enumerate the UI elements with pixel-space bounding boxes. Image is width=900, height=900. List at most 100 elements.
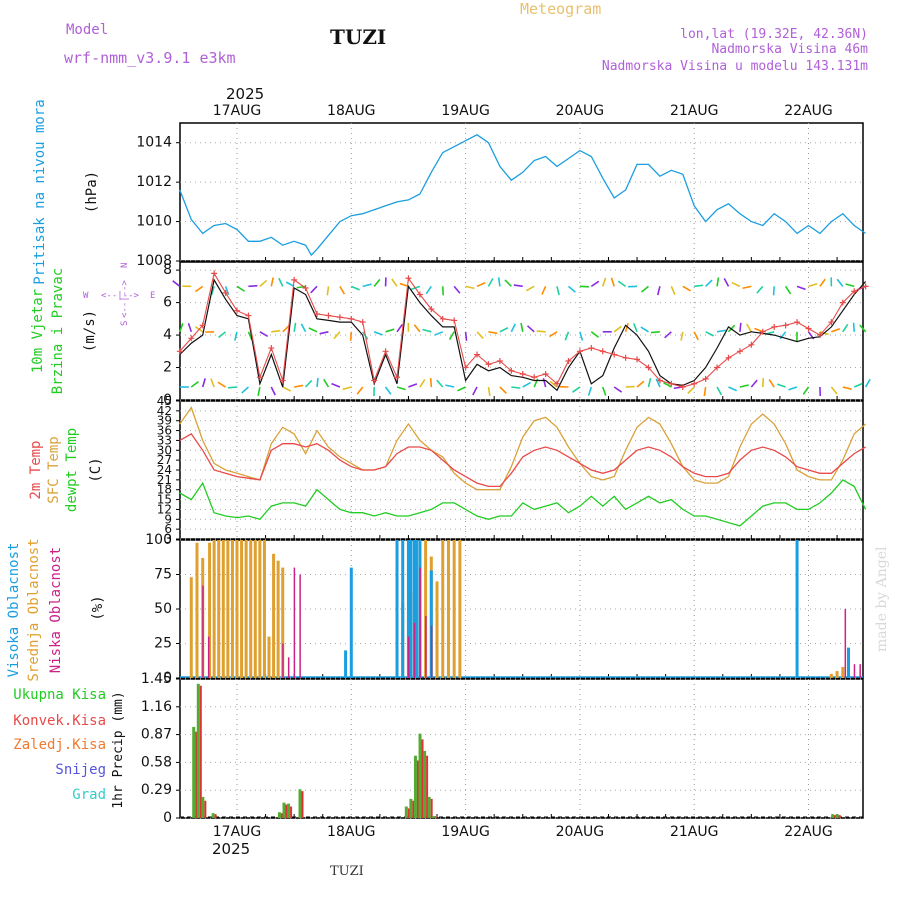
y-tick-label: 6 bbox=[164, 522, 172, 536]
total-precip-bar bbox=[831, 814, 835, 818]
cloud-title-mid: Srednja Oblacnost bbox=[26, 538, 42, 681]
low-cloud-bar bbox=[299, 574, 301, 678]
wind-arrow bbox=[487, 386, 491, 397]
mid-cloud-bar bbox=[189, 577, 193, 678]
wind-arrow bbox=[319, 331, 329, 335]
total-precip-bar bbox=[835, 814, 839, 818]
mid-cloud-bar bbox=[244, 540, 248, 678]
wind-arrow bbox=[670, 286, 676, 295]
y-tick-label: 42 bbox=[157, 404, 172, 418]
low-cloud-bar bbox=[419, 567, 421, 678]
wind-arrow bbox=[845, 283, 855, 288]
wind-arrow bbox=[542, 378, 547, 388]
wind-arrow bbox=[425, 285, 432, 295]
wind-arrow bbox=[373, 278, 381, 287]
wind-arrow bbox=[859, 324, 867, 333]
wind-gust-marker bbox=[794, 319, 801, 326]
model-label: Model bbox=[66, 22, 108, 38]
wind-gust-marker bbox=[599, 348, 606, 355]
wind-arrow bbox=[590, 331, 599, 338]
wind-arrow bbox=[703, 386, 707, 397]
wind-arrow bbox=[716, 277, 720, 287]
wind-arrow bbox=[499, 327, 509, 333]
wind-arrow bbox=[487, 278, 494, 287]
high-cloud-bar bbox=[429, 570, 433, 678]
wind-arrow bbox=[567, 285, 576, 293]
wind-gust-marker bbox=[462, 364, 469, 371]
high-cloud-bar bbox=[847, 647, 851, 678]
conv-precip-bar bbox=[426, 755, 429, 818]
wind-gust-marker bbox=[451, 317, 458, 324]
high-cloud-bar bbox=[349, 567, 353, 678]
total-precip-bar bbox=[423, 750, 427, 818]
y-tick-label: 1.16 bbox=[141, 699, 172, 715]
total-precip-bar bbox=[282, 802, 286, 818]
wind-arrow bbox=[731, 281, 741, 288]
low-cloud-bar bbox=[287, 657, 290, 678]
wind-arrow bbox=[520, 322, 524, 332]
wind-gust-marker bbox=[336, 314, 343, 321]
panel-frame bbox=[179, 122, 864, 262]
mid-cloud-bar bbox=[212, 540, 216, 678]
day-label: 19AUG bbox=[441, 824, 490, 840]
wind-arrow bbox=[617, 280, 627, 288]
wind-gust-marker bbox=[474, 351, 481, 358]
total-precip-bar bbox=[192, 726, 196, 818]
wind-gust-marker bbox=[542, 371, 549, 378]
y-tick-label: 25 bbox=[154, 636, 172, 652]
compass-north: N bbox=[120, 263, 130, 268]
wind-arrow bbox=[217, 381, 226, 388]
wind-arrow bbox=[179, 323, 184, 333]
total-precip-bar bbox=[287, 803, 291, 818]
wind-arrow bbox=[464, 331, 468, 341]
t2m-line bbox=[179, 433, 866, 488]
day-label: 17AUG bbox=[213, 103, 262, 119]
wind-arrow bbox=[210, 378, 215, 388]
wind-arrow bbox=[201, 378, 206, 388]
wind-arrow bbox=[300, 323, 307, 333]
wind-gust-marker bbox=[325, 312, 332, 319]
wind-gust-marker bbox=[862, 283, 869, 290]
wind-arrow bbox=[190, 380, 199, 388]
wind-gust-marker bbox=[348, 315, 355, 322]
total-precip-bar bbox=[201, 796, 205, 818]
wind-arrow bbox=[172, 280, 181, 287]
wind-arrow bbox=[750, 379, 758, 388]
wind-arrow bbox=[236, 285, 245, 292]
wind-arrow bbox=[776, 383, 786, 388]
wind-arrow bbox=[716, 386, 723, 396]
wind-arrow bbox=[572, 386, 581, 393]
precip-legend-total: Ukupna Kisa bbox=[13, 687, 106, 703]
high-cloud-bar bbox=[401, 540, 405, 678]
wind-arrow bbox=[656, 286, 661, 296]
day-label: 21AUG bbox=[670, 824, 719, 840]
mid-cloud-bar bbox=[424, 540, 428, 678]
wind-arrow bbox=[282, 386, 292, 392]
wind-arrow bbox=[323, 378, 330, 388]
pressure-line bbox=[179, 134, 866, 257]
day-label: 21AUG bbox=[670, 103, 719, 119]
y-tick-label: 21 bbox=[157, 473, 172, 487]
wind-arrow bbox=[640, 285, 649, 293]
wind-gust-marker bbox=[736, 348, 743, 355]
wind-gust-marker bbox=[291, 276, 298, 283]
y-tick-label: 2 bbox=[163, 360, 172, 376]
mid-cloud-bar bbox=[253, 540, 257, 678]
wind-arrow bbox=[613, 386, 623, 393]
wind-gust-marker bbox=[394, 374, 401, 381]
wind-arrow bbox=[445, 384, 455, 388]
y-tick-label: 1010 bbox=[136, 214, 172, 230]
wind-arrow bbox=[434, 331, 444, 336]
y-tick-label: 0 bbox=[163, 670, 172, 686]
wind-gust-marker bbox=[588, 345, 595, 352]
wind-gust-marker bbox=[302, 284, 309, 291]
mid-cloud-bar bbox=[446, 540, 450, 678]
pressure-title: Pritisak na nivou mora bbox=[32, 99, 48, 284]
pressure-unit: (hPa) bbox=[84, 171, 100, 213]
wind-gust-marker bbox=[359, 319, 366, 326]
wind-arrow bbox=[830, 386, 838, 395]
wind-arrow bbox=[746, 323, 753, 333]
mid-cloud-bar bbox=[835, 671, 839, 678]
wind-arrow bbox=[647, 378, 652, 388]
wind-arrow bbox=[513, 284, 523, 288]
